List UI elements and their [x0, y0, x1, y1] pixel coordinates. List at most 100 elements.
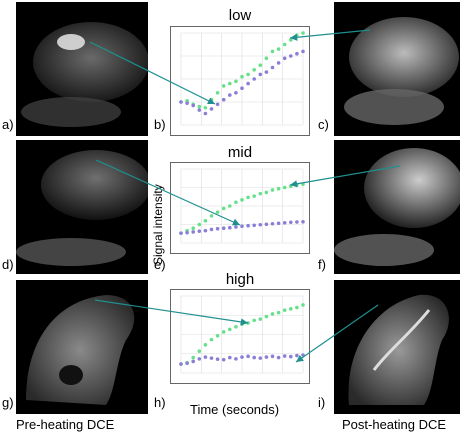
data-point [276, 47, 281, 51]
data-point [252, 318, 256, 323]
label-d: d) [2, 257, 14, 272]
data-point [289, 354, 293, 359]
data-point [289, 307, 293, 311]
data-point [246, 72, 250, 77]
mri-pre-low [16, 2, 148, 136]
data-point [289, 54, 293, 58]
mri-image [21, 22, 148, 127]
data-point [191, 226, 195, 230]
data-point [301, 49, 305, 54]
data-point [209, 356, 214, 360]
data-point [246, 81, 250, 86]
data-point [252, 77, 256, 81]
data-point [240, 86, 244, 90]
data-point [203, 219, 208, 223]
caption-post: Post-heating DCE [342, 417, 447, 432]
data-point [276, 355, 281, 360]
data-point [252, 355, 256, 360]
data-point [258, 63, 263, 67]
data-point [203, 105, 208, 110]
data-point [264, 222, 269, 227]
data-point [295, 51, 299, 56]
data-point [234, 79, 238, 84]
data-point [246, 223, 250, 228]
data-point [197, 357, 202, 361]
data-point [301, 219, 305, 224]
label-i: i) [318, 395, 326, 410]
data-point [240, 74, 244, 79]
data-point [203, 342, 208, 347]
data-point [240, 224, 244, 229]
label-f: f) [318, 257, 326, 272]
data-point [282, 42, 287, 47]
title-low: low [228, 7, 252, 24]
data-point [270, 65, 275, 70]
data-point [179, 362, 183, 366]
data-point [209, 227, 214, 232]
data-point [221, 206, 226, 211]
data-point [295, 220, 299, 224]
data-point [264, 70, 269, 74]
data-point [258, 222, 263, 227]
data-point [221, 330, 226, 334]
data-point [185, 101, 189, 105]
data-point [197, 108, 202, 112]
data-point [282, 185, 287, 190]
data-point [276, 186, 281, 191]
data-point [185, 230, 189, 235]
data-point [215, 226, 220, 231]
data-point [289, 184, 293, 189]
data-point [228, 327, 232, 332]
data-point [276, 310, 281, 315]
label-c: c) [318, 117, 329, 132]
data-point [228, 225, 232, 230]
x-axis-label: Time (seconds) [190, 402, 280, 417]
data-point [295, 33, 299, 38]
data-point [270, 188, 275, 192]
data-point [191, 359, 195, 364]
data-point [228, 204, 232, 208]
data-point [264, 56, 269, 61]
data-point [191, 355, 195, 360]
data-point [215, 210, 220, 214]
data-point [221, 226, 226, 230]
label-a: a) [2, 117, 14, 132]
data-point [228, 81, 232, 86]
data-point [246, 354, 250, 359]
data-point [258, 317, 263, 321]
data-point [270, 312, 275, 316]
mri-post-low [334, 2, 460, 136]
label-g: g) [2, 395, 14, 410]
mri-pre-high [16, 280, 148, 414]
data-point [301, 353, 305, 357]
data-point [215, 357, 220, 361]
data-point [246, 321, 250, 325]
data-point [264, 314, 269, 319]
data-point [215, 91, 220, 95]
data-point [197, 229, 202, 233]
data-point [270, 49, 275, 54]
plot-low [170, 26, 310, 136]
data-point [264, 190, 269, 195]
mri-image [344, 17, 459, 125]
data-point [234, 91, 238, 95]
data-point [203, 228, 208, 233]
data-point [215, 333, 220, 338]
data-point [282, 56, 287, 61]
data-point [197, 222, 202, 227]
plot-mid [170, 162, 310, 254]
data-point [246, 195, 250, 200]
data-point [252, 194, 256, 198]
data-point [228, 355, 232, 360]
data-point [258, 191, 263, 196]
mri-post-high [334, 280, 460, 414]
data-point [228, 93, 232, 97]
data-point [191, 103, 195, 108]
mri-image [334, 148, 460, 266]
data-point [185, 361, 189, 366]
data-point [234, 200, 238, 205]
data-point [282, 220, 287, 225]
data-point [301, 303, 305, 307]
data-point [295, 305, 299, 310]
data-point [252, 68, 256, 72]
